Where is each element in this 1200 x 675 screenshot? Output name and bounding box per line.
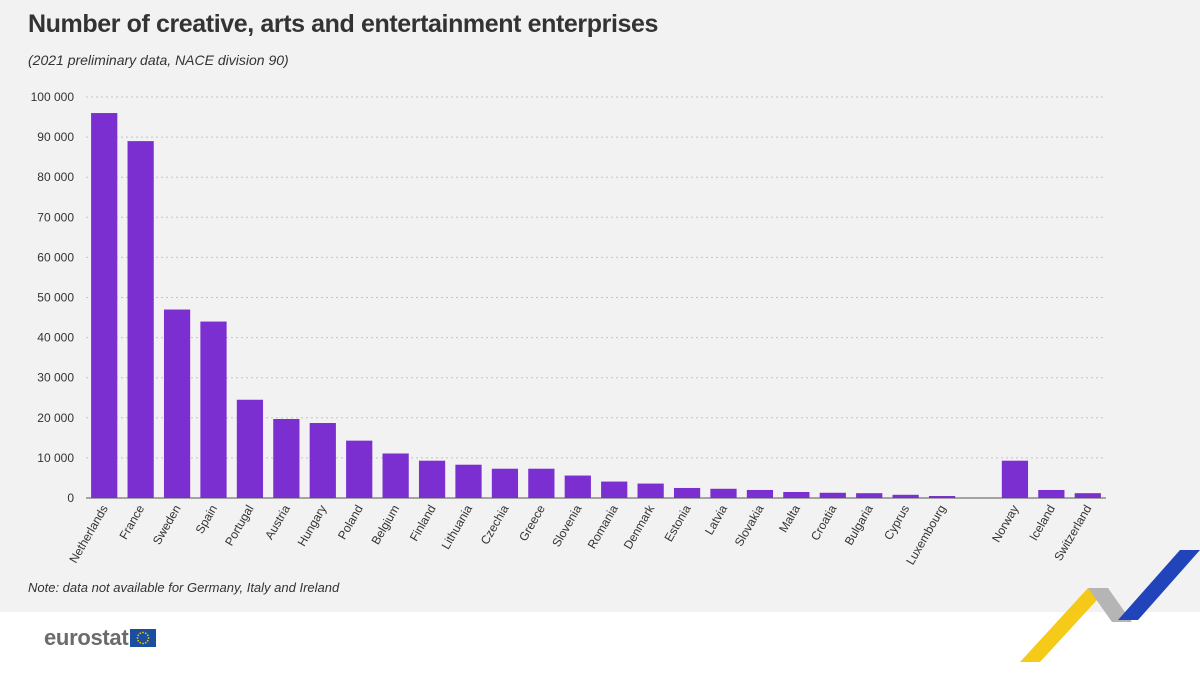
x-tick-label: Denmark [621, 502, 658, 552]
x-tick-label: France [116, 502, 147, 542]
bar [127, 141, 154, 499]
bar [455, 464, 482, 498]
x-tick-label: Malta [776, 502, 803, 535]
bar [637, 483, 664, 498]
x-tick-label: Bulgaria [842, 502, 876, 547]
bar [710, 488, 737, 498]
bar [892, 494, 919, 498]
eu-star [147, 634, 150, 637]
eu-star [137, 634, 140, 637]
x-tick-label: Latvia [702, 502, 730, 537]
y-tick-label: 40 000 [37, 331, 74, 345]
x-tick-label: Czechia [478, 502, 512, 547]
x-tick-label: Finland [407, 503, 439, 544]
y-tick-label: 90 000 [37, 130, 74, 144]
eu-star [137, 637, 139, 639]
bar [819, 492, 846, 498]
x-tick-label: Spain [193, 503, 220, 537]
eu-star [142, 631, 145, 634]
chart-subtitle: (2021 preliminary data, NACE division 90… [28, 52, 289, 68]
eu-flag-icon [130, 629, 157, 647]
eurostat-logo: eurostat [44, 624, 157, 652]
bar [601, 481, 628, 498]
chart-title: Number of creative, arts and entertainme… [28, 10, 658, 38]
bar [564, 475, 591, 498]
x-tick-label: Netherlands [66, 503, 110, 566]
x-tick-label: Poland [335, 503, 366, 542]
x-tick-label: Estonia [662, 502, 694, 544]
bar [200, 321, 227, 498]
y-tick-label: 10 000 [37, 451, 74, 465]
x-tick-label: Lithuania [439, 502, 476, 551]
bar [1038, 489, 1065, 498]
bar [528, 468, 555, 498]
bar [856, 493, 883, 498]
bar [273, 419, 300, 498]
y-tick-label: 50 000 [37, 291, 74, 305]
x-tick-label: Slovakia [732, 502, 767, 549]
x-tick-label: Portugal [222, 503, 256, 549]
eurostat-logo-text: eurostat [44, 625, 129, 650]
x-tick-label: Norway [989, 503, 1021, 545]
x-tick-label: Hungary [295, 503, 330, 549]
x-tick-label: Romania [585, 502, 621, 551]
bar [783, 491, 810, 498]
bars [91, 113, 1101, 499]
footnote: Note: data not available for Germany, It… [28, 580, 340, 595]
eu-star [147, 639, 150, 642]
bar [1074, 493, 1101, 498]
y-tick-label: 30 000 [37, 371, 74, 385]
bar [346, 440, 373, 498]
x-tick-label: Belgium [368, 503, 402, 548]
x-tick-label: Austria [262, 502, 293, 542]
y-tick-label: 0 [67, 491, 74, 505]
x-tick-label: Iceland [1026, 503, 1057, 544]
bar [309, 423, 336, 498]
bar [163, 309, 191, 498]
bar [91, 113, 118, 498]
eu-star [145, 632, 148, 635]
bar [418, 460, 446, 498]
x-tick-label: Sweden [150, 503, 184, 548]
eu-star [139, 641, 142, 644]
y-tick-label: 80 000 [37, 170, 74, 184]
eu-star [142, 642, 145, 645]
eu-star [148, 637, 150, 639]
y-axis-tick-labels: 0 10 000 20 000 30 000 40 000 50 000 60 000 70 … [31, 90, 75, 505]
bar [382, 453, 409, 498]
eu-star [145, 641, 148, 644]
y-tick-label: 20 000 [37, 411, 74, 425]
eu-star [137, 639, 140, 642]
chart-panel [0, 0, 1200, 612]
decorative-ribbon-icon [1020, 550, 1200, 662]
y-tick-label: 100 000 [31, 90, 75, 104]
bar [673, 487, 701, 498]
bar [236, 399, 264, 498]
bar [491, 468, 519, 498]
gridlines [86, 96, 1106, 459]
x-tick-label: Croatia [808, 502, 840, 543]
eu-star [139, 632, 142, 635]
y-tick-label: 70 000 [37, 210, 74, 224]
x-tick-label: Greece [516, 502, 548, 543]
bar [746, 489, 774, 498]
bar-chart: 0 10 000 20 000 30 000 40 000 50 000 60 000 70 … [31, 90, 1106, 568]
bar [928, 495, 956, 498]
bar [1001, 460, 1029, 498]
x-tick-label: Cyprus [881, 503, 912, 543]
x-axis-tick-labels: Netherlands France Sweden Spain Portugal Aust… [66, 502, 1094, 568]
x-tick-label: Slovenia [549, 502, 584, 549]
y-tick-label: 60 000 [37, 250, 74, 264]
